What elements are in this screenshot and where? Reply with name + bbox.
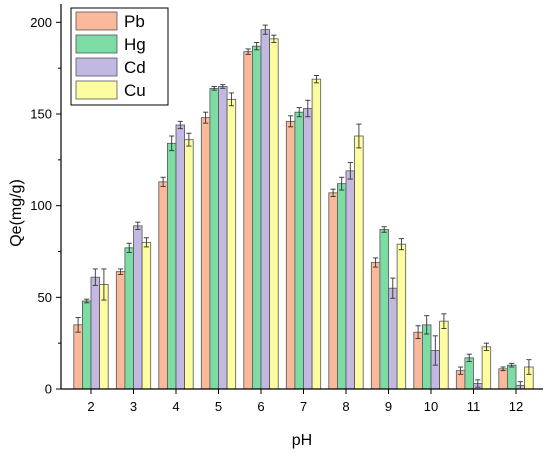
x-tick-label-2: 2: [87, 399, 94, 414]
bar-cu-ph-11: [481, 346, 492, 390]
bar-hg-ph-11: [464, 357, 474, 390]
bar-pb-ph-2: [73, 324, 83, 390]
error-bars-layer: [75, 24, 532, 390]
bar-hg-ph-2: [82, 300, 92, 390]
y-tick-label-200: 200: [30, 15, 52, 30]
x-tick-label-3: 3: [130, 399, 137, 414]
bar-cd-ph-3: [133, 225, 143, 390]
bar-hg-ph-7: [294, 111, 304, 390]
bar-pb-ph-3: [115, 271, 126, 390]
bar-cu-ph-3: [141, 241, 152, 390]
bar-pb-ph-5: [200, 117, 211, 390]
legend-label-cd: Cd: [124, 58, 146, 77]
bar-pb-ph-8: [328, 192, 338, 390]
bar-cu-ph-6: [269, 38, 279, 390]
bar-cu-ph-9: [396, 243, 407, 390]
bar-hg-ph-5: [209, 87, 219, 390]
axes-layer: 2 3 4 5 6 7 8 9 10 11 12 0 50 100 150 200: [30, 4, 543, 414]
bar-hg-ph-10: [421, 324, 432, 390]
y-tick-label-0: 0: [45, 382, 52, 397]
bar-cd-ph-5: [218, 86, 228, 390]
bar-pb-ph-9: [370, 262, 381, 390]
bar-hg-ph-8: [336, 183, 347, 390]
x-axis-title: pH: [292, 432, 312, 449]
legend-swatch-pb: [75, 11, 118, 31]
legend: Pb Hg Cd Cu: [70, 7, 169, 106]
bar-hg-ph-12: [506, 364, 517, 390]
x-tick-label-6: 6: [257, 399, 264, 414]
legend-label-cu: Cu: [124, 81, 146, 100]
x-tick-label-9: 9: [385, 399, 392, 414]
legend-label-hg: Hg: [124, 35, 146, 54]
bar-cd-ph-6: [260, 29, 271, 390]
x-tick-label-7: 7: [300, 399, 307, 414]
y-tick-label-100: 100: [30, 198, 52, 213]
y-axis-title: Qe(mg/g): [8, 179, 25, 247]
bar-hg-ph-3: [124, 247, 134, 390]
x-tick-label-8: 8: [342, 399, 349, 414]
bar-cu-ph-4: [184, 139, 194, 390]
x-tick-label-5: 5: [215, 399, 222, 414]
bar-cu-ph-7: [311, 78, 322, 390]
bar-pb-ph-6: [243, 51, 253, 390]
bar-pb-ph-12: [498, 368, 508, 390]
bar-cd-ph-9: [388, 287, 398, 390]
legend-swatch-hg: [75, 34, 118, 54]
bar-hg-ph-9: [379, 229, 389, 390]
bar-pb-ph-4: [158, 181, 168, 390]
bar-cd-ph-2: [90, 276, 101, 390]
x-tick-label-10: 10: [424, 399, 438, 414]
legend-swatch-cu: [75, 80, 118, 100]
x-tick-label-12: 12: [509, 399, 523, 414]
bar-cu-ph-10: [439, 320, 449, 390]
x-tick-label-4: 4: [172, 399, 179, 414]
legend-swatch-cd: [75, 57, 118, 77]
x-tick-label-11: 11: [467, 399, 481, 414]
bar-pb-ph-10: [413, 331, 423, 390]
legend-label-pb: Pb: [124, 12, 145, 31]
bar-cd-ph-4: [175, 124, 186, 390]
bar-pb-ph-7: [285, 120, 296, 390]
y-tick-label-150: 150: [30, 107, 52, 122]
bar-cu-ph-5: [226, 98, 237, 390]
bar-cd-ph-8: [345, 170, 356, 390]
bar-cu-ph-8: [354, 135, 364, 390]
y-tick-label-50: 50: [38, 290, 52, 305]
bar-hg-ph-6: [251, 45, 262, 390]
bar-hg-ph-4: [166, 142, 177, 390]
bar-cd-ph-7: [303, 108, 313, 390]
